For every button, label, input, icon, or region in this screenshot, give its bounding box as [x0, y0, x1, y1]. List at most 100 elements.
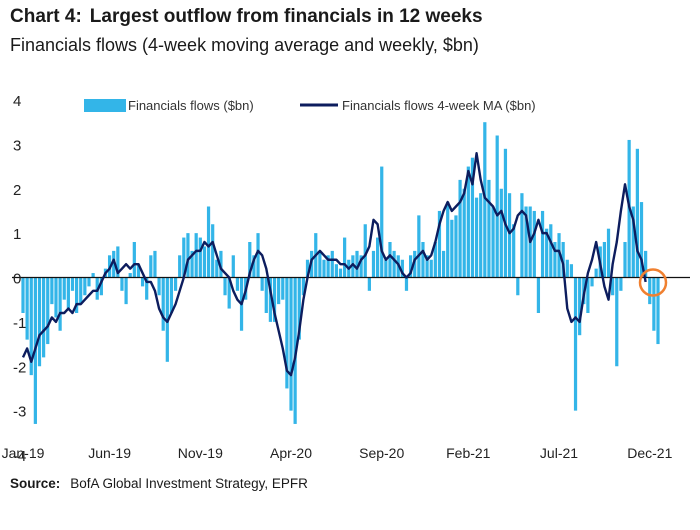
bar-week-40	[186, 233, 190, 278]
chart-title: Chart 4: Largest outflow from financials …	[10, 6, 483, 28]
bar-week-43	[198, 237, 202, 278]
x-tick-label: Jan-19	[2, 445, 45, 461]
y-tick-label: 1	[13, 226, 21, 243]
bar-week-33	[157, 277, 161, 296]
bar-week-31	[149, 255, 153, 278]
bar-week-135	[578, 277, 582, 336]
bar-week-89	[388, 242, 392, 278]
chart-area: -4 -3 -2 -1 0 1 2 3 4 Jan-19 Jun-19 Nov-19 Apr-20 Se…	[2, 93, 690, 465]
bar-week-55	[248, 242, 252, 278]
y-tick-label: 4	[13, 93, 21, 110]
bar-week-103	[446, 202, 450, 278]
bar-week-61	[272, 277, 277, 322]
bar-week-153	[652, 277, 656, 331]
bar-week-115	[495, 135, 499, 278]
bar-week-80	[351, 255, 355, 278]
y-axis-ticks: -4 -3 -2 -1 0 1 2 3 4	[13, 93, 26, 465]
bar-week-100	[433, 242, 437, 278]
y-tick-label: 0	[13, 271, 21, 288]
bar-week-73	[322, 259, 326, 278]
bar-week-56	[252, 255, 256, 278]
bar-week-74	[326, 255, 330, 278]
bar-week-139	[594, 268, 598, 278]
source-note: Source: BofA Global Investment Strategy, …	[10, 476, 308, 491]
bar-week-129	[553, 242, 557, 278]
x-tick-label: Apr-20	[270, 445, 312, 461]
bar-week-27	[132, 242, 136, 278]
bar-week-97	[421, 242, 425, 278]
bar-week-95	[413, 250, 417, 278]
bar-week-106	[458, 179, 462, 278]
bar-week-29	[140, 277, 145, 287]
x-tick-label: Feb-21	[446, 445, 491, 461]
bar-week-22	[112, 250, 116, 278]
bar-week-34	[161, 277, 165, 331]
bar-week-1	[25, 277, 29, 340]
bar-week-134	[573, 277, 578, 411]
legend-bar-label: Financials flows ($bn)	[128, 98, 254, 113]
bar-week-60	[268, 277, 273, 322]
bar-week-113	[487, 179, 491, 278]
bar-week-81	[355, 250, 359, 278]
x-tick-label: Dec-21	[627, 445, 672, 461]
bar-week-125	[536, 277, 541, 313]
bar-week-122	[524, 206, 528, 278]
bar-week-141	[602, 242, 607, 278]
x-tick-label: Jun-19	[88, 445, 131, 461]
bar-week-151	[644, 250, 648, 278]
bar-week-51	[231, 255, 235, 278]
bar-week-148	[631, 206, 635, 278]
bar-week-84	[367, 277, 371, 291]
chart-number: Chart 4:	[10, 6, 82, 27]
bar-week-52	[235, 277, 240, 291]
y-tick-label: -2	[13, 359, 26, 376]
bar-week-94	[408, 255, 413, 278]
bar-week-19	[99, 277, 103, 296]
ma-line-series	[21, 152, 647, 377]
x-tick-label: Nov-19	[178, 445, 223, 461]
latest-week-highlight-circle	[638, 268, 668, 297]
bar-week-7	[50, 277, 54, 305]
bar-week-9	[58, 277, 62, 331]
bar-week-0	[21, 277, 25, 313]
bar-week-108	[466, 166, 470, 278]
bar-week-45	[206, 206, 211, 278]
bar-week-119	[512, 224, 516, 278]
bar-week-63	[281, 277, 285, 300]
bar-week-85	[371, 250, 376, 278]
x-tick-label: Sep-20	[359, 445, 404, 461]
bar-week-143	[611, 277, 615, 296]
bar-week-130	[557, 233, 561, 278]
bar-week-2	[29, 277, 33, 376]
y-tick-label: 3	[13, 137, 21, 154]
y-tick-label: -3	[13, 404, 26, 421]
bar-week-133	[569, 264, 574, 278]
bar-week-24	[120, 277, 124, 291]
bar-week-117	[503, 148, 508, 278]
bar-week-88	[384, 259, 388, 278]
bar-week-46	[211, 224, 215, 278]
bar-week-77	[338, 268, 343, 278]
bar-week-30	[145, 277, 149, 300]
bar-week-121	[520, 193, 524, 278]
bar-week-131	[561, 242, 565, 278]
bar-week-120	[516, 277, 520, 296]
bar-week-62	[277, 277, 281, 305]
bar-week-78	[343, 237, 347, 278]
bar-week-137	[586, 277, 590, 313]
bar-week-110	[474, 197, 479, 278]
source-label: Source:	[10, 476, 61, 491]
bar-week-152	[648, 277, 652, 305]
bar-week-109	[470, 157, 475, 278]
bar-week-47	[215, 259, 219, 278]
bar-week-150	[639, 202, 644, 278]
bar-week-128	[549, 224, 553, 278]
bar-week-102	[441, 250, 446, 278]
y-tick-label: -4	[13, 448, 26, 465]
y-tick-label: -1	[13, 315, 26, 332]
legend: Financials flows ($bn) Financials flows …	[84, 98, 536, 113]
bar-week-146	[623, 242, 627, 278]
legend-bar-swatch	[84, 99, 126, 112]
bar-week-15	[83, 277, 87, 296]
chart-subtitle: Financials flows (4-week moving average …	[10, 35, 479, 55]
